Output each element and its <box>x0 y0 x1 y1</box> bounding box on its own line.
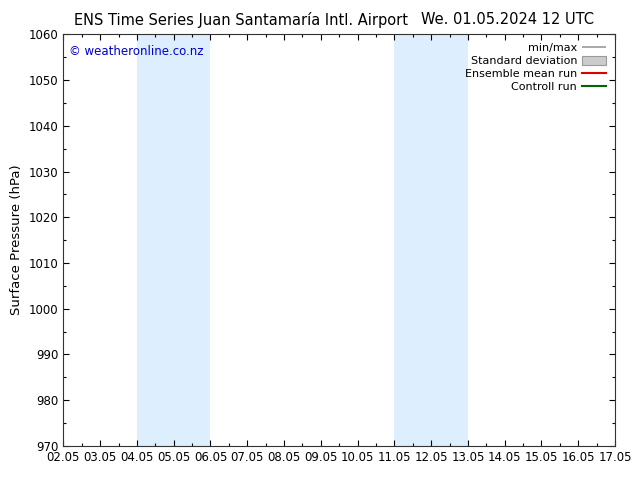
Text: © weatheronline.co.nz: © weatheronline.co.nz <box>69 45 204 58</box>
Y-axis label: Surface Pressure (hPa): Surface Pressure (hPa) <box>10 165 23 316</box>
Text: ENS Time Series Juan Santamaría Intl. Airport: ENS Time Series Juan Santamaría Intl. Ai… <box>74 12 408 28</box>
Text: We. 01.05.2024 12 UTC: We. 01.05.2024 12 UTC <box>421 12 593 27</box>
Bar <box>137 34 210 446</box>
Legend: min/max, Standard deviation, Ensemble mean run, Controll run: min/max, Standard deviation, Ensemble me… <box>462 40 609 95</box>
Bar <box>394 34 468 446</box>
